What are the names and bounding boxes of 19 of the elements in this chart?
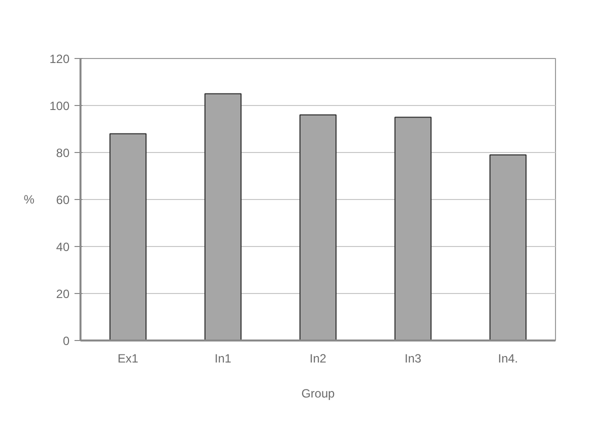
y-tick-label: 120 — [49, 52, 70, 66]
y-tick-label: 0 — [62, 334, 70, 348]
y-tick-label: 40 — [56, 240, 70, 254]
x-axis-title: Group — [301, 386, 335, 400]
y-tick-label: 60 — [56, 193, 70, 207]
y-axis-title: % — [24, 192, 35, 206]
y-tick-label: 20 — [56, 287, 70, 301]
x-tick-label: In3 — [404, 352, 422, 366]
x-tick-label: In4. — [498, 352, 518, 366]
x-tick-label: In2 — [310, 352, 327, 366]
y-tick-label: 100 — [49, 99, 70, 113]
bar — [489, 154, 527, 340]
bar — [299, 114, 337, 340]
x-tick-label: In1 — [214, 352, 232, 366]
bar — [394, 116, 432, 340]
bar — [204, 93, 242, 340]
y-tick-label: 80 — [56, 146, 70, 160]
bar — [109, 133, 147, 340]
x-tick-label: Ex1 — [118, 352, 139, 366]
